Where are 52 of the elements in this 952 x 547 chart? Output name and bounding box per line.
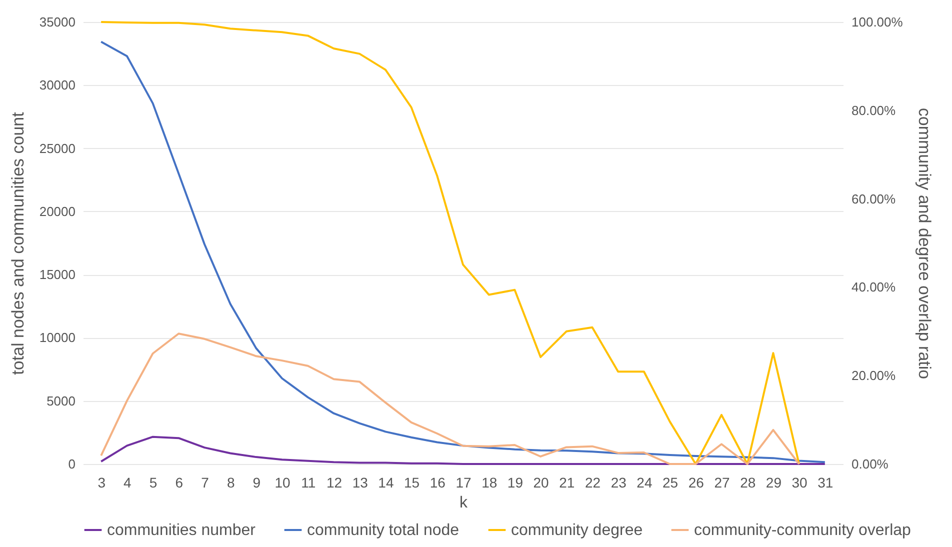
x-axis-title: k [460, 494, 468, 512]
x-tick-label: 13 [352, 474, 368, 490]
x-tick-label: 15 [404, 474, 420, 490]
legend-label: community-community overlap [694, 522, 912, 539]
x-tick-label: 18 [482, 474, 498, 490]
x-tick-label: 22 [584, 474, 601, 490]
x-tick-label: 28 [740, 474, 756, 490]
y-tick-label: 0 [68, 456, 76, 472]
legend-label: communities number [107, 522, 256, 539]
line-series [100, 436, 826, 465]
x-tick-label: 12 [326, 474, 342, 490]
x-tick-label: 10 [274, 474, 291, 490]
x-tick-label: 29 [766, 474, 782, 490]
y-tick-label: 25000 [39, 140, 76, 156]
x-tick-label: 6 [175, 474, 184, 490]
x-tick-label: 21 [559, 474, 575, 490]
x-tick-label: 19 [507, 474, 524, 490]
x-tick-label: 25 [662, 474, 678, 490]
y2-tick-label: 20.00% [852, 368, 896, 384]
legend-label: community total node [307, 522, 460, 539]
y2-tick-label: 60.00% [852, 191, 896, 206]
x-tick-label: 17 [456, 474, 472, 490]
x-tick-label: 26 [688, 474, 704, 490]
y-tick-label: 10000 [39, 330, 76, 346]
y-tick-label: 5000 [46, 393, 76, 408]
y2-tick-label: 40.00% [852, 280, 896, 295]
x-tick-label: 3 [98, 474, 106, 490]
y-axis-title: total nodes and communities count [8, 112, 28, 375]
x-tick-label: 5 [149, 474, 158, 490]
x-tick-label: 7 [201, 474, 210, 490]
x-tick-label: 30 [792, 474, 808, 490]
y-tick-label: 35000 [39, 14, 76, 30]
x-tick-label: 23 [610, 474, 627, 490]
y-tick-label: 30000 [39, 78, 76, 93]
legend-label: community degree [511, 522, 643, 539]
x-tick-label: 8 [226, 474, 235, 490]
x-tick-label: 31 [818, 474, 834, 490]
y2-tick-label: 100.00% [852, 14, 904, 30]
y2-tick-label: 80.00% [852, 102, 896, 118]
x-tick-label: 20 [533, 474, 550, 490]
y2-tick-label: 0.00% [852, 456, 889, 472]
x-tick-label: 14 [378, 474, 394, 490]
x-tick-label: 9 [252, 474, 261, 490]
y-tick-label: 15000 [39, 267, 76, 282]
x-tick-label: 4 [124, 474, 132, 490]
x-tick-label: 16 [430, 474, 446, 490]
y2-axis-title: community and degree overlap ratio [914, 108, 934, 380]
line-series [100, 332, 800, 465]
x-tick-label: 11 [301, 474, 316, 490]
y-tick-label: 20000 [39, 204, 76, 219]
x-tick-label: 27 [714, 474, 730, 490]
x-tick-label: 24 [636, 474, 652, 490]
